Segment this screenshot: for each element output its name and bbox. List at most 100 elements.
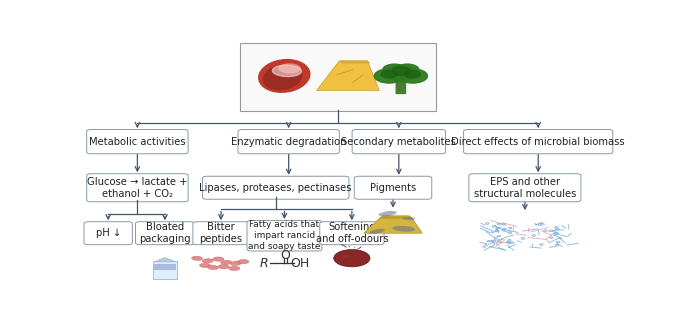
Circle shape <box>495 230 499 231</box>
FancyBboxPatch shape <box>193 222 249 245</box>
Text: EPS and other
structural molecules: EPS and other structural molecules <box>474 176 576 199</box>
Ellipse shape <box>208 265 219 270</box>
Text: Secondary metabolites: Secondary metabolites <box>341 137 456 147</box>
FancyBboxPatch shape <box>464 130 613 154</box>
FancyBboxPatch shape <box>320 222 384 245</box>
Circle shape <box>392 67 410 75</box>
Text: Lipases, proteases, pectinases: Lipases, proteases, pectinases <box>199 183 352 193</box>
FancyBboxPatch shape <box>352 130 445 154</box>
Circle shape <box>549 230 552 232</box>
Circle shape <box>556 244 559 246</box>
Text: O: O <box>281 249 290 262</box>
Circle shape <box>497 235 501 237</box>
FancyBboxPatch shape <box>84 222 132 245</box>
Circle shape <box>506 241 510 243</box>
Circle shape <box>503 228 506 230</box>
Circle shape <box>374 69 404 83</box>
Circle shape <box>385 65 416 80</box>
Ellipse shape <box>403 217 415 220</box>
Ellipse shape <box>229 266 240 271</box>
Circle shape <box>510 242 514 243</box>
Text: pH ↓: pH ↓ <box>96 228 121 238</box>
Circle shape <box>508 232 512 233</box>
Polygon shape <box>316 61 379 91</box>
Circle shape <box>382 71 397 78</box>
Circle shape <box>334 250 370 267</box>
FancyBboxPatch shape <box>154 264 176 270</box>
FancyBboxPatch shape <box>136 222 195 245</box>
Circle shape <box>405 71 421 78</box>
FancyBboxPatch shape <box>87 130 188 154</box>
Circle shape <box>498 227 501 229</box>
FancyBboxPatch shape <box>87 174 188 202</box>
Ellipse shape <box>199 263 211 268</box>
Circle shape <box>508 239 511 241</box>
Circle shape <box>496 227 499 229</box>
Ellipse shape <box>230 261 241 266</box>
Ellipse shape <box>392 226 415 232</box>
Ellipse shape <box>379 211 397 216</box>
Circle shape <box>383 64 406 75</box>
FancyBboxPatch shape <box>354 176 432 199</box>
Circle shape <box>501 223 505 225</box>
Text: Enzymatic degradation: Enzymatic degradation <box>231 137 347 147</box>
Polygon shape <box>380 216 412 218</box>
Ellipse shape <box>264 65 302 90</box>
Circle shape <box>544 230 547 232</box>
Circle shape <box>497 240 501 242</box>
Circle shape <box>501 229 505 231</box>
Text: OH: OH <box>290 257 310 270</box>
Circle shape <box>495 230 499 232</box>
Circle shape <box>494 237 497 238</box>
FancyBboxPatch shape <box>203 176 349 199</box>
Circle shape <box>398 69 427 83</box>
Circle shape <box>538 224 542 225</box>
Ellipse shape <box>221 260 232 264</box>
Circle shape <box>556 241 560 243</box>
Circle shape <box>556 229 560 230</box>
Ellipse shape <box>342 255 349 258</box>
Text: Bitter
peptides: Bitter peptides <box>199 222 242 244</box>
Ellipse shape <box>279 64 300 73</box>
FancyBboxPatch shape <box>153 261 177 279</box>
Text: Glucose → lactate +
ethanol + CO₂: Glucose → lactate + ethanol + CO₂ <box>87 176 188 199</box>
Circle shape <box>491 231 495 233</box>
Circle shape <box>486 223 489 224</box>
Ellipse shape <box>213 257 224 261</box>
Circle shape <box>497 223 501 225</box>
Circle shape <box>554 233 558 235</box>
Circle shape <box>521 237 525 239</box>
Text: Fatty acids that
impart rancid
and soapy taste: Fatty acids that impart rancid and soapy… <box>248 220 321 251</box>
Circle shape <box>555 233 558 234</box>
Polygon shape <box>154 257 176 262</box>
FancyBboxPatch shape <box>395 77 406 94</box>
FancyBboxPatch shape <box>238 130 339 154</box>
Polygon shape <box>339 61 371 63</box>
Circle shape <box>395 64 419 75</box>
Text: Direct effects of microbial biomass: Direct effects of microbial biomass <box>451 137 625 147</box>
Ellipse shape <box>238 259 249 264</box>
Ellipse shape <box>218 264 229 269</box>
FancyBboxPatch shape <box>240 43 436 111</box>
Circle shape <box>508 242 511 244</box>
Circle shape <box>540 244 543 245</box>
Circle shape <box>508 227 512 229</box>
Text: Pigments: Pigments <box>370 183 416 193</box>
Circle shape <box>540 223 545 225</box>
Text: R: R <box>260 257 269 270</box>
FancyBboxPatch shape <box>247 220 322 251</box>
Text: Softening
and off-odours: Softening and off-odours <box>316 222 388 244</box>
Ellipse shape <box>273 65 301 77</box>
Text: Metabolic activities: Metabolic activities <box>89 137 186 147</box>
Ellipse shape <box>192 256 203 260</box>
Circle shape <box>532 235 536 236</box>
FancyBboxPatch shape <box>469 174 581 202</box>
Ellipse shape <box>259 60 310 92</box>
Polygon shape <box>364 218 422 233</box>
Circle shape <box>549 237 553 238</box>
Circle shape <box>555 226 558 228</box>
Circle shape <box>552 230 556 232</box>
Text: Bloated
packaging: Bloated packaging <box>139 222 191 244</box>
Ellipse shape <box>202 259 213 263</box>
Circle shape <box>492 226 495 227</box>
